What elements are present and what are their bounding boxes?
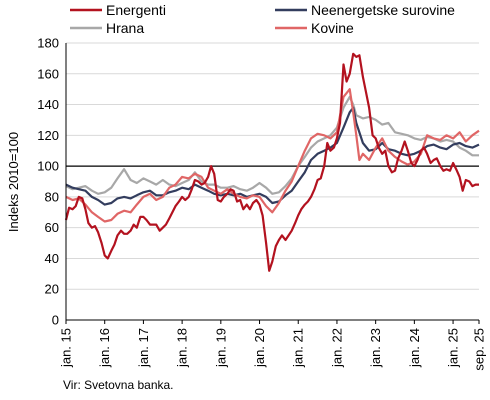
series-line-hrana [65, 95, 479, 195]
y-axis: 0 20 40 60 80 100 120 140 160 180 [37, 36, 67, 328]
x-tick-label: sep. 25 [472, 328, 487, 371]
x-tick-label: jan. 25 [446, 328, 461, 368]
series-line-kovine [65, 88, 480, 223]
x-tick-label: jan. 24 [407, 328, 422, 368]
grid-lines [66, 42, 479, 321]
x-tick-label: jan. 21 [291, 328, 306, 368]
x-tick-label: jan. 19 [213, 328, 228, 368]
legend-label: Neenergetske surovine [311, 2, 455, 18]
x-tick-label: jan. 18 [175, 328, 190, 368]
series-line-neenergetske-surovine [65, 106, 480, 206]
x-tick-label: jan. 23 [368, 328, 383, 368]
y-tick-label: 160 [37, 66, 59, 81]
y-tick-label: 40 [45, 251, 59, 266]
x-axis: jan. 15 jan. 16 jan. 17 jan. 18 jan. 19 jan. … [59, 319, 487, 371]
x-tick-label: jan. 22 [329, 328, 344, 368]
legend-label: Kovine [311, 20, 354, 36]
y-tick-label: 60 [45, 220, 59, 235]
y-tick-label: 120 [37, 128, 59, 143]
x-tick-label: jan. 20 [252, 328, 267, 368]
x-tick-label: jan. 16 [97, 328, 112, 368]
series-lines [64, 52, 480, 272]
x-tick-label: jan. 17 [136, 328, 151, 368]
y-tick-label: 80 [45, 189, 59, 204]
legend-label: Hrana [106, 20, 144, 36]
x-tick-label: jan. 15 [59, 328, 74, 368]
y-tick-label: 0 [52, 313, 59, 328]
y-tick-label: 180 [37, 36, 59, 51]
y-axis-label: Indeks 2010=100 [6, 132, 21, 232]
y-tick-label: 100 [37, 159, 59, 174]
y-tick-label: 20 [45, 282, 59, 297]
series-line-energenti [64, 52, 479, 272]
legend: Energenti Neenergetske surovine Hrana Kovin… [70, 2, 455, 36]
legend-label: Energenti [106, 2, 166, 18]
y-tick-label: 140 [37, 97, 59, 112]
source-note: Vir: Svetovna banka. [63, 378, 174, 392]
